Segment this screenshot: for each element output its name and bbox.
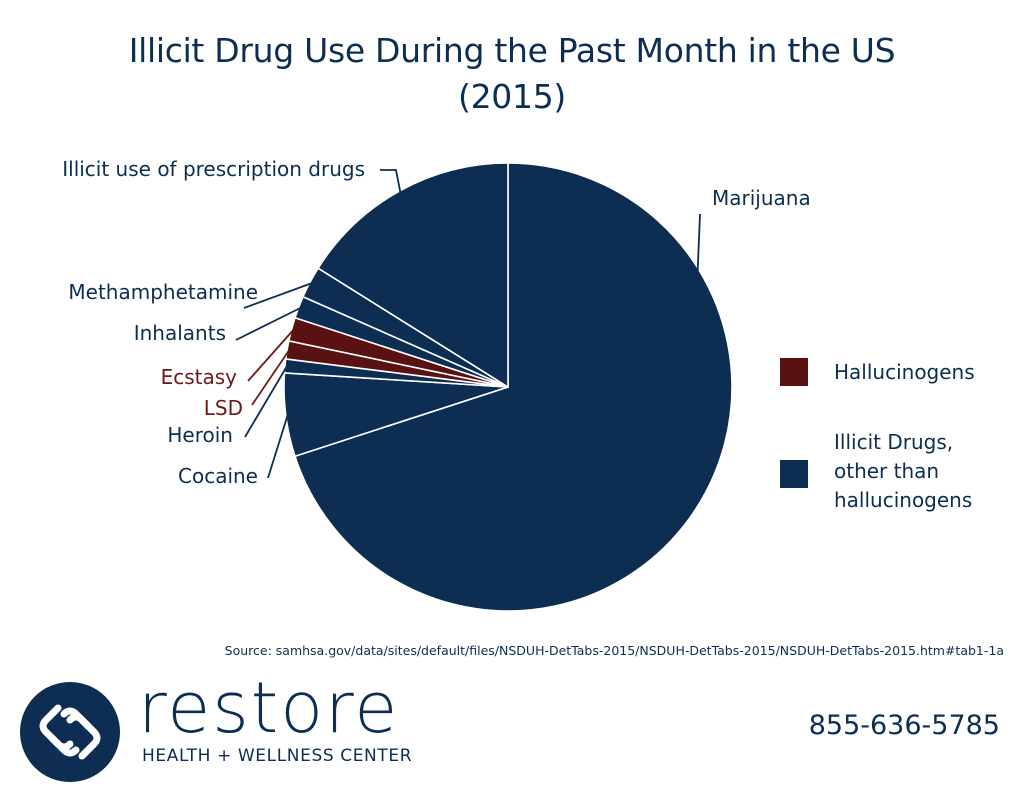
leader-line-cocaine [267, 414, 289, 479]
slice-label-inhalants: Inhalants [134, 321, 226, 345]
slice-label-marijuana: Marijuana [712, 186, 811, 210]
pie-slice-marijuana [293, 162, 733, 612]
slice-label-ecstasy: Ecstasy [161, 365, 238, 389]
legend-label-hallucinogens: Hallucinogens [834, 360, 975, 384]
slice-label-cocaine: Cocaine [178, 464, 258, 488]
brand-name: restore [138, 667, 400, 749]
leader-line-methamphetamine [243, 282, 313, 309]
leader-line-lsd [251, 349, 290, 406]
leader-line-marijuana [686, 213, 701, 518]
chart-title-line-1: Illicit Drug Use During the Past Month i… [128, 31, 896, 70]
legend-item-other-drugs: Illicit Drugs, other than hallucinogens [780, 428, 1000, 515]
chart-title: Illicit Drug Use During the Past Month i… [0, 28, 1024, 120]
legend-label-other-drugs: Illicit Drugs, other than hallucinogens [834, 430, 973, 512]
slice-label-methamphetamine: Methamphetamine [68, 280, 258, 304]
pie-chart: Marijuana Cocaine Heroin LSD Ecstasy Inhalant… [62, 157, 811, 612]
leader-line-ecstasy [247, 329, 295, 382]
linked-loops-logo-icon [20, 682, 120, 782]
leader-line-heroin [244, 365, 288, 438]
chart-title-line-2: (2015) [458, 77, 566, 116]
slice-label-heroin: Heroin [167, 423, 233, 447]
source-citation: Source: samhsa.gov/data/sites/default/fi… [224, 643, 1004, 658]
legend-item-hallucinogens: Hallucinogens [780, 358, 975, 387]
leader-line-illicit-use-of-prescription-drugs [380, 169, 402, 193]
slice-label-lsd: LSD [204, 396, 243, 420]
phone-number: 855-636-5785 [808, 710, 1000, 741]
legend-swatch-hallucinogens [780, 358, 808, 386]
legend-swatch-other-drugs [780, 460, 808, 488]
slice-label-illicit-use-of-prescription-drugs: Illicit use of prescription drugs [62, 157, 365, 181]
leader-line-inhalants [235, 307, 301, 341]
brand-subtitle: HEALTH + WELLNESS CENTER [142, 746, 413, 766]
